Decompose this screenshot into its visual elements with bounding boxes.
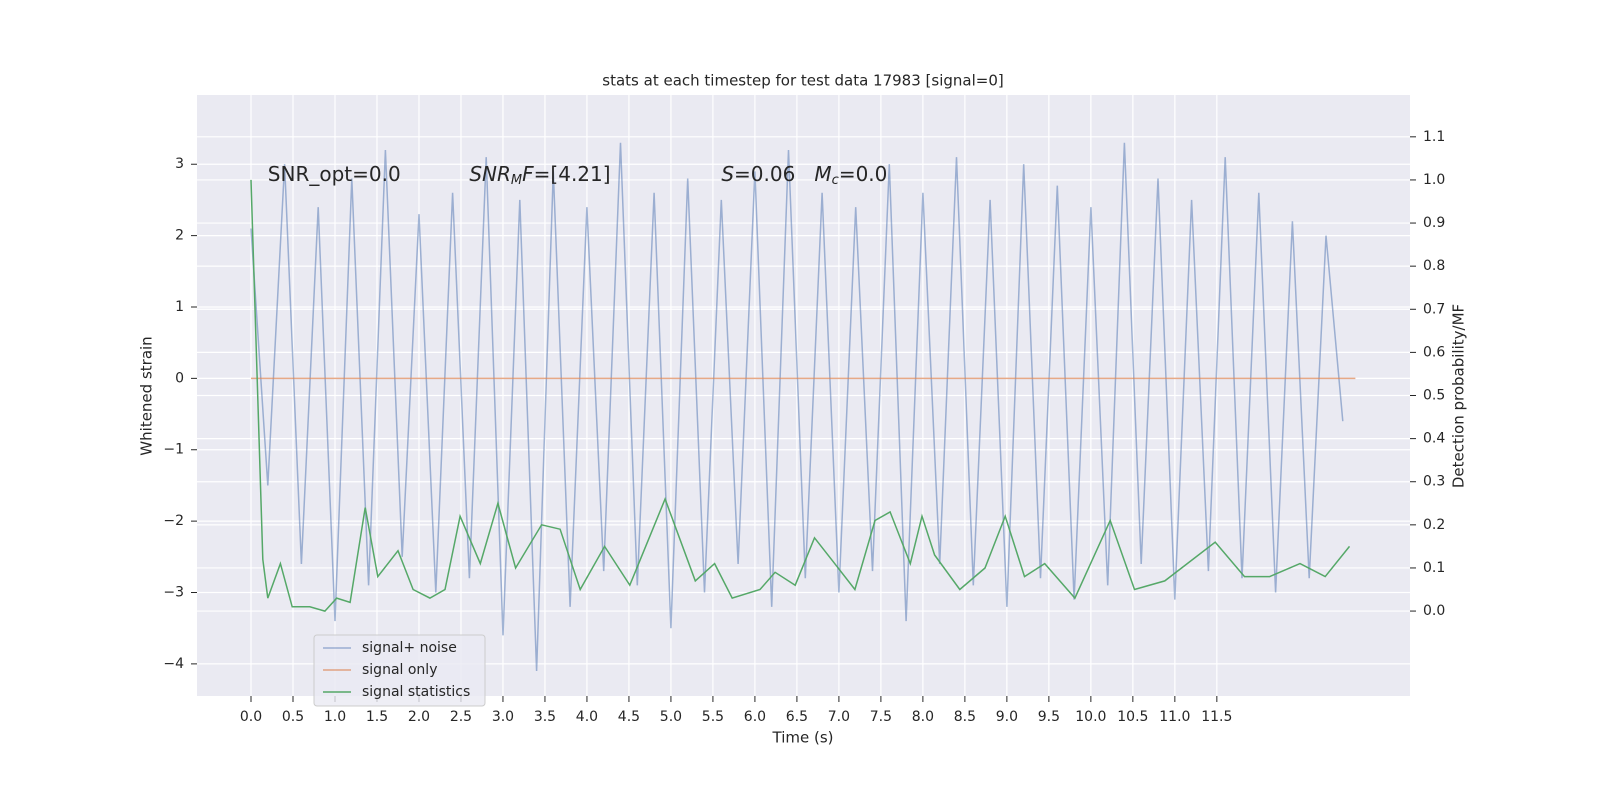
x-tick-label: 4.5 <box>618 709 640 725</box>
x-tick-label: 6.0 <box>744 709 766 725</box>
x-tick-label: 7.0 <box>828 709 850 725</box>
x-tick-label: 1.0 <box>324 709 346 725</box>
y-tick-label: −3 <box>163 585 184 601</box>
legend: signal+ noise signal only signal statistic… <box>313 634 486 707</box>
annotation: SNR_opt=0.0 <box>268 161 401 185</box>
legend-label: signal+ noise <box>362 640 457 656</box>
y-tick-label: −4 <box>163 656 184 672</box>
annotation-part: =0.0 <box>839 161 888 185</box>
y-tick-label: 1 <box>175 299 184 315</box>
series-line <box>250 179 1351 612</box>
y2-tick-label: 0.7 <box>1423 301 1445 317</box>
x-tick-label: 0.5 <box>282 709 304 725</box>
x-tick-label: 1.5 <box>366 709 388 725</box>
y-tick-label: −1 <box>163 442 184 458</box>
annotation-part: c <box>832 172 839 187</box>
annotation: S=0.06 Mc=0.0 <box>721 161 887 187</box>
y2-tick-label: 0.5 <box>1423 388 1445 404</box>
x-axis-label: Time (s) <box>772 729 834 747</box>
y2-tick-label: 0.9 <box>1423 215 1445 231</box>
y2-tick-label: 0.0 <box>1423 603 1445 619</box>
y-tick-label: 2 <box>175 228 184 244</box>
annotation-part: SNR_opt=0.0 <box>268 161 401 185</box>
x-tick-label: 5.5 <box>702 709 724 725</box>
x-tick-label: 11.5 <box>1201 709 1232 725</box>
x-tick-label: 3.0 <box>492 709 514 725</box>
y2-tick-label: 0.4 <box>1423 431 1445 447</box>
x-tick-label: 10.0 <box>1075 709 1106 725</box>
annotation-part: =0.06 <box>734 161 814 185</box>
annotation: SNRMF=[4.21] <box>469 161 610 187</box>
x-tick-label: 0.0 <box>240 709 262 725</box>
annotation-part: =[4.21] <box>534 161 611 185</box>
y-axis-label: Whitened strain <box>138 336 156 455</box>
x-tick-label: 5.0 <box>660 709 682 725</box>
x-tick-label: 2.0 <box>408 709 430 725</box>
x-tick-label: 6.5 <box>786 709 808 725</box>
annotation-part: SNR <box>469 161 511 185</box>
y2-tick-label: 0.1 <box>1423 560 1445 576</box>
y2-tick-label: 0.2 <box>1423 517 1445 533</box>
annotation-part: M <box>511 172 522 187</box>
x-tick-label: 10.5 <box>1117 709 1148 725</box>
x-tick-label: 3.5 <box>534 709 556 725</box>
x-tick-label: 4.0 <box>576 709 598 725</box>
y-tick-label: 0 <box>175 370 184 386</box>
y2-tick-label: 0.6 <box>1423 344 1445 360</box>
y-tick-label: 3 <box>175 156 184 172</box>
y2-tick-label: 1.1 <box>1423 129 1445 145</box>
legend-label: signal statistics <box>362 684 470 700</box>
y2-axis-label: Detection probability/MF <box>1450 304 1468 488</box>
series-line <box>250 142 1344 672</box>
marks <box>250 142 1356 672</box>
y-tick-label: −2 <box>163 513 184 529</box>
y2-tick-label: 0.8 <box>1423 258 1445 274</box>
x-tick-label: 8.5 <box>954 709 976 725</box>
annotation-part: M <box>814 161 831 185</box>
y2-tick-label: 1.0 <box>1423 172 1445 188</box>
annotation-part: F <box>522 161 534 185</box>
x-tick-label: 2.5 <box>450 709 472 725</box>
x-tick-label: 9.0 <box>996 709 1018 725</box>
legend-box <box>313 634 486 707</box>
legend-label: signal only <box>362 662 437 678</box>
chart-title: stats at each timestep for test data 179… <box>602 72 1003 90</box>
x-tick-label: 9.5 <box>1038 709 1060 725</box>
annotation-part: S <box>721 161 734 185</box>
x-tick-label: 7.5 <box>870 709 892 725</box>
x-tick-label: 8.0 <box>912 709 934 725</box>
y2-tick-label: 0.3 <box>1423 474 1445 490</box>
x-tick-label: 11.0 <box>1159 709 1190 725</box>
